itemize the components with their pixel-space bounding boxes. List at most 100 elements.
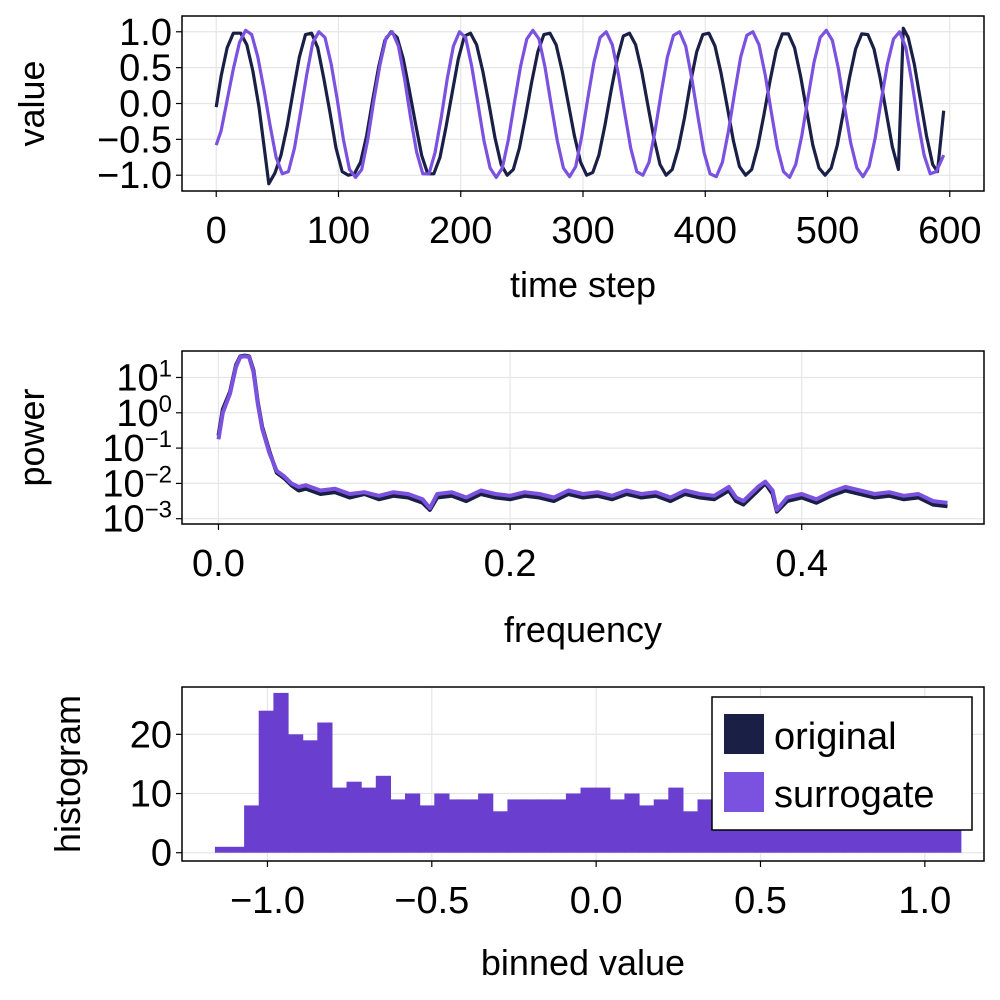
tick-base: 10 <box>116 393 158 435</box>
histogram-x-tick-label: 0.5 <box>734 880 787 922</box>
power-spectrum-y-tick-label: 100 <box>116 391 172 435</box>
histogram-bar <box>682 811 699 853</box>
power-spectrum-frame <box>181 350 985 525</box>
time-series-x-tick-label: 300 <box>551 210 614 252</box>
time-series-x-tick-label: 100 <box>307 210 370 252</box>
time-series-x-ticks: 0 100 200 300 400 500 600 <box>206 191 981 252</box>
power-spectrum-x-label: frequency <box>504 609 662 650</box>
histogram-bar <box>302 740 318 853</box>
histogram-bar <box>478 793 494 853</box>
histogram-bar <box>522 799 538 853</box>
time-series-y-tick-label: 1.0 <box>119 12 172 54</box>
histogram-bar <box>624 793 640 853</box>
power-spectrum-grid <box>182 351 984 524</box>
histogram-bar <box>346 781 362 853</box>
tick-exponent: 1 <box>159 355 172 382</box>
tick-exponent: −3 <box>145 497 172 524</box>
power-spectrum-x-tick-label: 0.0 <box>192 543 245 585</box>
time-series-x-tick-label: 500 <box>796 210 859 252</box>
histogram-bar <box>697 799 713 853</box>
time-series-x-tick-label: 400 <box>674 210 737 252</box>
power-spectrum-x-tick-label: 0.4 <box>775 543 828 585</box>
histogram-x-tick-label: 0.0 <box>570 880 623 922</box>
histogram-bar <box>390 799 406 853</box>
histogram-bar <box>551 799 567 853</box>
series-line-surrogate <box>216 354 948 512</box>
histogram-x-tick-label: 1.0 <box>898 880 951 922</box>
histogram-bar <box>463 799 479 853</box>
power-spectrum-y-tick-label: 10−1 <box>102 426 172 470</box>
histogram-bar <box>595 787 611 853</box>
histogram-bar <box>565 793 582 853</box>
histogram-y-tick-label: 20 <box>130 714 172 756</box>
histogram-panel: −1.0 −0.5 0.0 0.5 1.0 20 10 0 binned value his… <box>47 686 985 983</box>
series-line-surrogate <box>214 28 946 179</box>
histogram-bar <box>492 811 508 853</box>
histogram-bar <box>405 793 421 853</box>
histogram-legend: original surrogate <box>711 696 973 831</box>
power-spectrum-lines <box>216 353 948 514</box>
histogram-y-ticks: 20 10 0 <box>130 714 182 875</box>
histogram-bar <box>536 799 552 853</box>
histogram-bar <box>273 692 289 853</box>
tick-base: 10 <box>102 499 144 541</box>
histogram-x-label: binned value <box>481 942 685 983</box>
histogram-bar <box>288 734 304 853</box>
histogram-bar <box>375 775 391 853</box>
power-spectrum-x-ticks: 0.0 0.2 0.4 <box>192 524 828 585</box>
time-series-y-ticks: 1.00.50.0−0.5−1.0 <box>97 12 182 197</box>
time-series-y-label: value <box>11 60 52 146</box>
legend-label-original: original <box>774 716 897 758</box>
time-series-y-tick-label: 0.5 <box>119 48 172 90</box>
legend-swatch-original <box>724 714 764 754</box>
time-series-panel: 0 100 200 300 400 500 600 1.00.50.0−0.5−1.0 ti… <box>11 12 985 305</box>
histogram-bar <box>580 787 596 853</box>
histogram-bar <box>639 805 655 853</box>
time-series-y-tick-label: −0.5 <box>97 119 172 161</box>
histogram-x-tick-label: −0.5 <box>394 880 469 922</box>
histogram-bar <box>609 799 625 853</box>
time-series-x-tick-label: 200 <box>429 210 492 252</box>
time-series-x-tick-label: 600 <box>918 210 981 252</box>
histogram-bar <box>668 787 684 853</box>
time-series-y-tick-label: 0.0 <box>119 84 172 126</box>
histogram-bar <box>331 787 348 853</box>
histogram-bar <box>214 846 231 853</box>
histogram-bar <box>361 787 377 853</box>
histogram-x-ticks: −1.0 −0.5 0.0 0.5 1.0 <box>230 861 951 922</box>
tick-exponent: −2 <box>145 461 172 488</box>
histogram-bar <box>434 793 450 853</box>
histogram-bar <box>507 799 523 853</box>
time-series-y-tick-label: −1.0 <box>97 155 172 197</box>
histogram-bar <box>317 722 333 853</box>
histogram-frame <box>181 686 985 862</box>
power-spectrum-y-tick-label: 101 <box>116 355 172 399</box>
histogram-x-tick-label: −1.0 <box>230 880 305 922</box>
histogram-bar <box>258 710 274 853</box>
histogram-bar <box>448 799 465 853</box>
power-spectrum-x-tick-label: 0.2 <box>484 543 537 585</box>
series-line-original <box>214 26 946 186</box>
power-spectrum-y-tick-label: 10−2 <box>102 461 172 505</box>
power-spectrum-y-label: power <box>11 388 52 486</box>
tick-base: 10 <box>102 463 144 505</box>
legend-swatch-surrogate <box>724 772 764 812</box>
histogram-y-tick-label: 0 <box>151 833 172 875</box>
tick-exponent: 0 <box>159 391 172 418</box>
tick-exponent: −1 <box>145 426 172 453</box>
histogram-bar <box>229 846 245 853</box>
histogram-y-tick-label: 10 <box>130 774 172 816</box>
time-series-lines <box>214 26 946 186</box>
time-series-x-tick-label: 0 <box>206 210 227 252</box>
histogram-y-label: histogram <box>47 695 88 853</box>
tick-base: 10 <box>116 357 158 399</box>
power-spectrum-y-tick-label: 10−3 <box>102 497 172 541</box>
histogram-bar <box>244 805 260 853</box>
time-series-x-label: time step <box>510 264 656 305</box>
histogram-bar <box>653 799 669 853</box>
histogram-bar <box>419 805 435 853</box>
legend-label-surrogate: surrogate <box>774 774 935 816</box>
